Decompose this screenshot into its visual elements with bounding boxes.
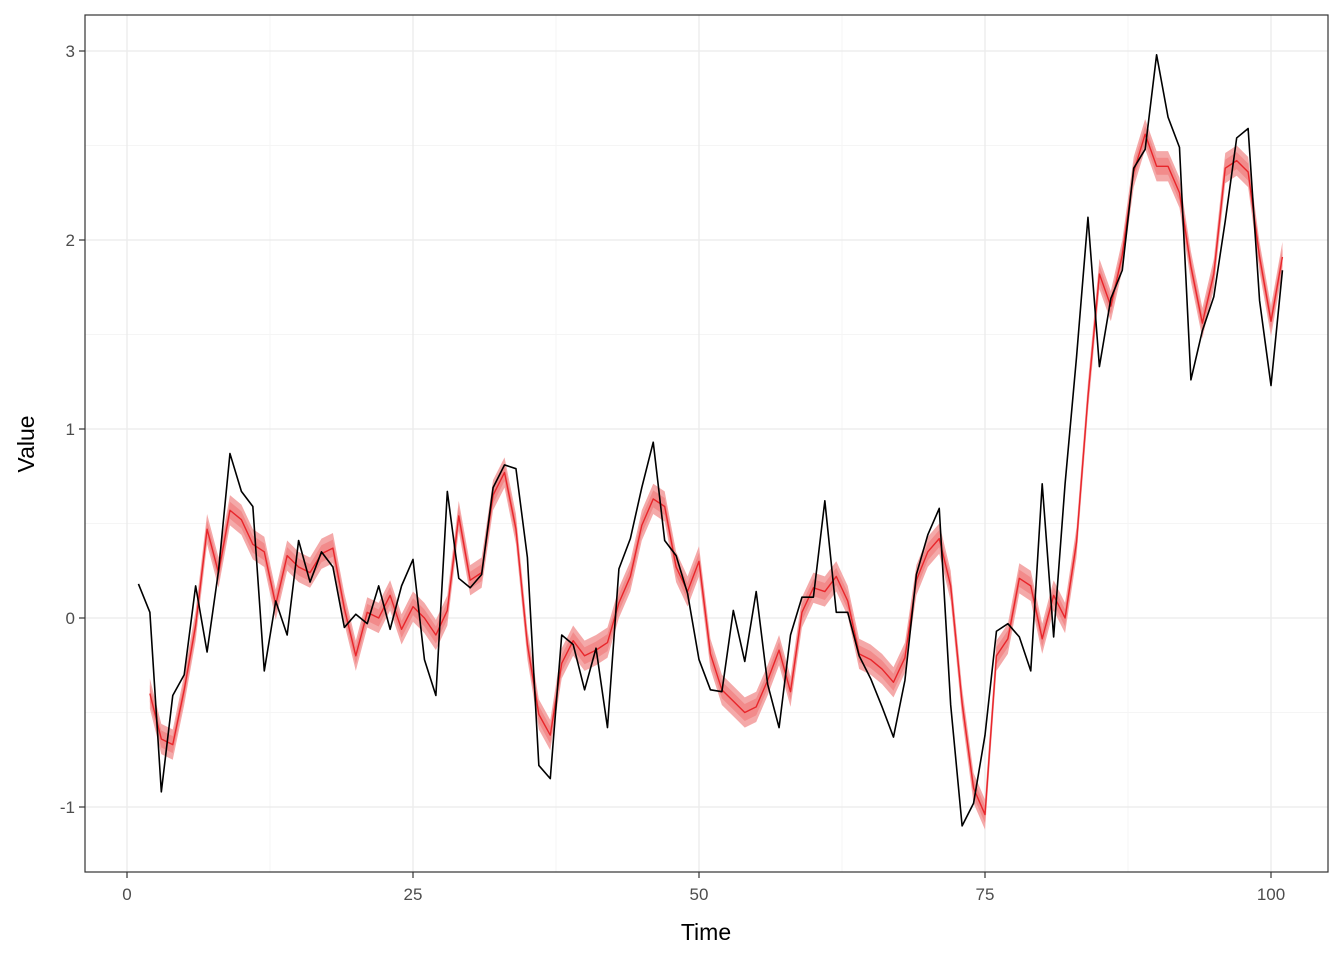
x-tick-label: 50 xyxy=(690,885,709,904)
x-tick-label: 100 xyxy=(1257,885,1285,904)
series-lines xyxy=(137,53,1284,827)
observed-line xyxy=(137,53,1284,827)
y-axis: -1 0 1 2 3 xyxy=(60,42,85,817)
x-tick-label: 75 xyxy=(976,885,995,904)
x-tick-label: 25 xyxy=(404,885,423,904)
x-tick-label: 0 xyxy=(122,885,131,904)
fitted-inner-interval xyxy=(149,125,1283,824)
x-axis-title: Time xyxy=(681,919,731,945)
y-axis-title: Value xyxy=(13,415,39,472)
panel-border xyxy=(84,14,1329,873)
fitted-line xyxy=(149,133,1284,816)
x-axis: 0 25 50 75 100 xyxy=(122,872,1285,904)
y-tick-label: -1 xyxy=(60,798,75,817)
y-tick-label: 0 xyxy=(66,609,75,628)
fitted-outer-interval xyxy=(149,119,1283,830)
y-tick-label: 1 xyxy=(66,420,75,439)
major-gridlines xyxy=(85,15,1328,872)
y-tick-label: 3 xyxy=(66,42,75,61)
y-tick-label: 2 xyxy=(66,231,75,250)
confidence-bands xyxy=(149,119,1283,830)
minor-gridlines xyxy=(85,15,1328,872)
